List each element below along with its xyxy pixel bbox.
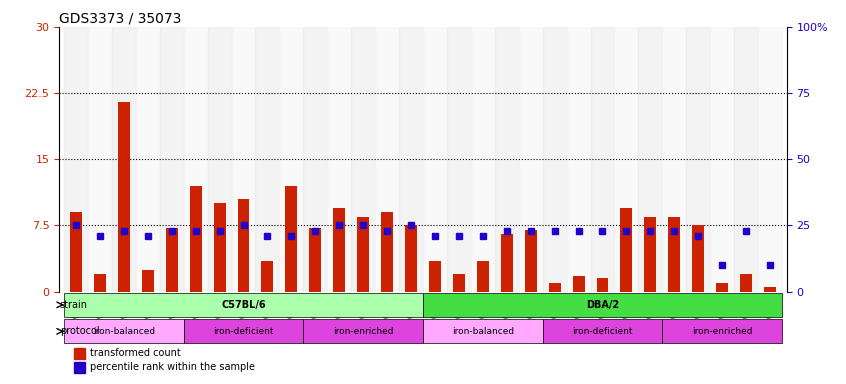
Text: iron-enriched: iron-enriched [333,327,393,336]
Bar [710,27,734,291]
Text: C57BL/6: C57BL/6 [221,300,266,310]
Bar [477,261,489,291]
Bar [136,27,160,291]
Bar [64,27,88,291]
Bar [261,261,273,291]
Bar [327,27,351,291]
Bar [74,348,85,359]
Text: iron-balanced: iron-balanced [452,327,514,336]
FancyBboxPatch shape [64,293,423,317]
Bar [118,102,129,291]
Bar [190,186,201,291]
Bar [285,186,297,291]
FancyBboxPatch shape [542,319,662,343]
Bar [184,27,207,291]
Bar [74,362,85,373]
Bar [567,27,591,291]
Bar [453,274,465,291]
Bar [70,212,82,291]
Bar [375,27,399,291]
Bar [238,199,250,291]
Bar [232,27,255,291]
Bar [471,27,495,291]
Text: iron-enriched: iron-enriched [692,327,752,336]
Bar [740,274,752,291]
Bar [620,208,633,291]
Bar [525,230,536,291]
Text: protocol: protocol [60,326,99,336]
Text: GDS3373 / 35073: GDS3373 / 35073 [59,12,182,26]
Bar [591,27,614,291]
Bar [614,27,639,291]
FancyBboxPatch shape [304,319,423,343]
Bar [399,27,423,291]
Bar [573,276,585,291]
Bar [639,27,662,291]
Bar [381,212,393,291]
Bar [519,27,542,291]
Bar [596,278,608,291]
Bar [88,27,112,291]
Bar [166,228,178,291]
Text: percentile rank within the sample: percentile rank within the sample [90,362,255,372]
Bar [207,27,232,291]
Text: strain: strain [60,300,88,310]
Bar [94,274,106,291]
Bar [160,27,184,291]
Bar [686,27,710,291]
Bar [255,27,279,291]
Text: DBA/2: DBA/2 [586,300,619,310]
Text: iron-deficient: iron-deficient [213,327,274,336]
Bar [142,270,154,291]
Bar [357,217,369,291]
Bar [423,27,447,291]
Bar [542,27,567,291]
Bar [351,27,375,291]
Bar [495,27,519,291]
Bar [310,228,321,291]
Text: iron-deficient: iron-deficient [572,327,633,336]
Bar [662,27,686,291]
Bar [692,225,704,291]
FancyBboxPatch shape [662,319,782,343]
Bar [717,283,728,291]
Bar [764,287,776,291]
Bar [112,27,136,291]
Text: transformed count: transformed count [90,348,180,358]
Bar [405,225,417,291]
FancyBboxPatch shape [423,293,782,317]
Bar [279,27,304,291]
FancyBboxPatch shape [423,319,542,343]
Bar [501,234,513,291]
Bar [447,27,471,291]
Bar [668,217,680,291]
Bar [758,27,782,291]
Bar [549,283,561,291]
FancyBboxPatch shape [184,319,304,343]
Bar [645,217,656,291]
Text: iron-balanced: iron-balanced [93,327,155,336]
Bar [429,261,441,291]
FancyBboxPatch shape [64,319,184,343]
Bar [333,208,345,291]
Bar [734,27,758,291]
Bar [304,27,327,291]
Bar [213,204,226,291]
